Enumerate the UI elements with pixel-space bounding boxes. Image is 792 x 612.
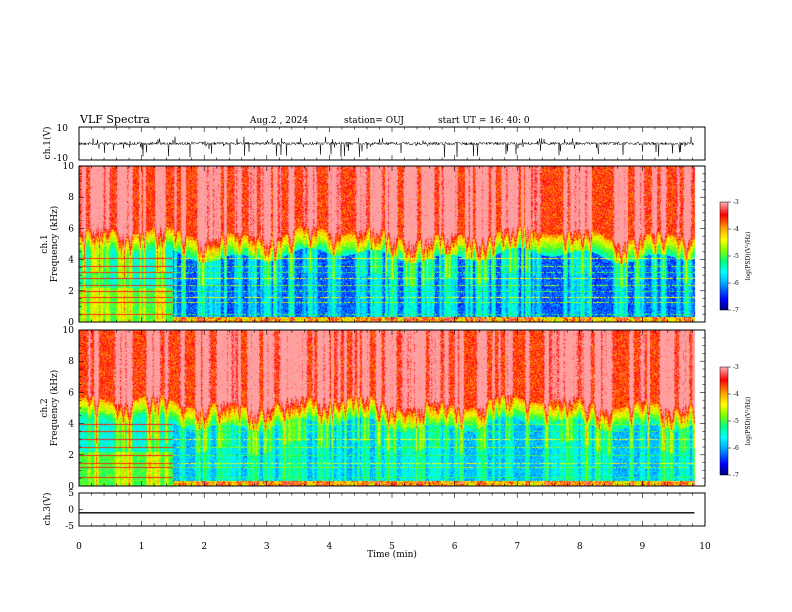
colorbar-tick-label: -5 <box>733 253 739 260</box>
ch1-spectrogram-axis: 0 2 4 6 8 10 <box>63 162 706 328</box>
ch3-ytick-label: 5 <box>68 489 74 499</box>
figure-title: VLF Spectra <box>79 113 150 126</box>
ch2-channel-label: ch.2 <box>40 398 50 417</box>
ch1-waveform-ylabel: ch.1(V) <box>42 127 53 160</box>
freq-tick-label: 2 <box>68 287 74 297</box>
colorbar-tick-label: -3 <box>733 199 739 206</box>
time-tick-label: 7 <box>514 542 520 552</box>
ch1-spectrogram-image <box>79 166 705 322</box>
time-tick-label: 5 <box>389 542 395 552</box>
ch2-spectrogram-axis: 0 2 4 6 8 10 <box>63 326 706 492</box>
colorbar-tick-label: -3 <box>733 364 739 371</box>
ch1-frequency-label: Frequency (kHz) <box>49 206 60 283</box>
ch2-colorbar-ticks: -3 -4 -5 -6 -7 <box>728 364 739 479</box>
freq-tick-label: 0 <box>68 318 74 328</box>
ch3-axis: -5 0 5 <box>65 489 706 532</box>
ch1-channel-label: ch.1 <box>40 234 50 253</box>
freq-tick-label: 10 <box>63 162 75 172</box>
ch1-colorbar <box>719 201 729 311</box>
ch2-spectrogram-image <box>79 330 705 486</box>
ch2-colorbar-label: log(PSD)(V²/Hz) <box>745 397 752 446</box>
time-tick-label: 3 <box>264 542 270 552</box>
freq-tick-label: 4 <box>68 420 74 430</box>
time-tick-label: 0 <box>76 542 82 552</box>
time-tick-label: 1 <box>139 542 145 552</box>
time-tick-label: 10 <box>699 542 711 552</box>
ch1-colorbar-ticks: -3 -4 -5 -6 -7 <box>728 199 739 314</box>
ch1-ytick-bottom: -10 <box>54 154 69 164</box>
ch3-ytick-label: -5 <box>65 522 74 532</box>
date-label: Aug.2 , 2024 <box>249 116 308 126</box>
freq-tick-label: 8 <box>68 357 74 367</box>
time-axis-ticks: 0 1 2 3 4 5 6 7 8 9 10 <box>76 542 711 552</box>
ch3-panel: -5 0 5 ch.3(V) <box>42 489 706 532</box>
freq-tick-label: 6 <box>68 224 74 234</box>
colorbar-tick-label: -4 <box>733 226 739 233</box>
ch1-waveform-axis <box>78 126 706 161</box>
freq-tick-label: 10 <box>63 326 75 336</box>
ch1-ytick-top: 10 <box>57 124 69 134</box>
freq-tick-label: 2 <box>68 451 74 461</box>
freq-tick-label: 6 <box>68 388 74 398</box>
colorbar-tick-label: -6 <box>733 280 739 287</box>
freq-tick-label: 0 <box>68 482 74 492</box>
time-tick-label: 8 <box>577 542 583 552</box>
time-axis-label: Time (min) <box>367 549 417 560</box>
station-label: station= OUJ <box>344 116 404 126</box>
freq-tick-label: 4 <box>68 256 74 266</box>
ch1-waveform-panel: 10 -10 ch.1(V) <box>42 124 706 164</box>
start-ut-label: start UT = 16: 40: 0 <box>438 116 530 126</box>
ch2-colorbar <box>719 366 729 476</box>
time-tick-label: 9 <box>640 542 646 552</box>
colorbar-tick-label: -6 <box>733 445 739 452</box>
ch3-ytick-label: 0 <box>68 506 74 516</box>
colorbar-tick-label: -7 <box>733 307 739 314</box>
time-tick-label: 4 <box>327 542 333 552</box>
colorbar-tick-label: -7 <box>733 472 739 479</box>
ch1-waveform-line <box>78 136 695 158</box>
colorbar-tick-label: -5 <box>733 418 739 425</box>
ch3-ylabel: ch.3(V) <box>42 493 53 526</box>
time-tick-label: 6 <box>452 542 458 552</box>
ch1-waveform-trace <box>78 136 695 158</box>
time-tick-label: 2 <box>201 542 207 552</box>
colorbar-tick-label: -4 <box>733 391 739 398</box>
ch1-colorbar-label: log(PSD)(V²/Hz) <box>745 232 752 281</box>
freq-tick-label: 8 <box>68 193 74 203</box>
ch2-frequency-label: Frequency (kHz) <box>49 370 60 447</box>
